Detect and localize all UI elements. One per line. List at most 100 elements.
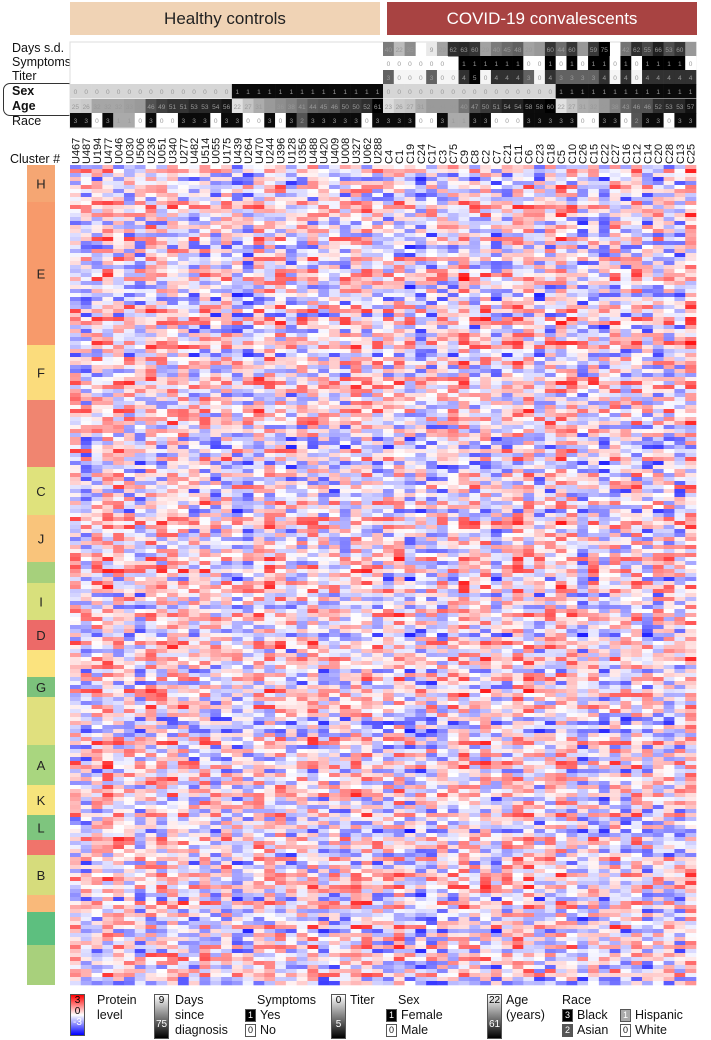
- heatmap-cell: [620, 285, 632, 290]
- heatmap-cell: [221, 429, 233, 434]
- heatmap-cell: [361, 181, 373, 186]
- heatmap-cell: [566, 453, 578, 458]
- heatmap-cell: [372, 329, 384, 334]
- heatmap-cell: [145, 321, 157, 326]
- heatmap-cell: [80, 301, 92, 306]
- heatmap-cell: [339, 417, 351, 422]
- heatmap-cell: [102, 393, 114, 398]
- heatmap-cell: [523, 217, 535, 222]
- heatmap-cell: [534, 217, 546, 222]
- heatmap-cell: [156, 465, 168, 470]
- heatmap-cell: [242, 217, 254, 222]
- heatmap-cell: [555, 301, 567, 306]
- annotation-sex-cell: [598, 84, 610, 99]
- heatmap-cell: [210, 229, 222, 234]
- heatmap-cell: [404, 201, 416, 206]
- heatmap-cell: [631, 437, 643, 442]
- heatmap-cell: [512, 449, 524, 454]
- heatmap-cell: [512, 257, 524, 262]
- heatmap-cell: [436, 165, 449, 170]
- heatmap-cell: [566, 437, 578, 442]
- heatmap-cell: [458, 309, 470, 314]
- heatmap-cell: [123, 269, 136, 274]
- heatmap-cell: [145, 281, 157, 286]
- heatmap-cell: [70, 345, 82, 350]
- heatmap-cell: [285, 177, 297, 182]
- heatmap-cell: [566, 229, 578, 234]
- heatmap-cell: [307, 373, 319, 378]
- heatmap-cell: [577, 341, 589, 346]
- heatmap-cell: [372, 253, 384, 258]
- heatmap-cell: [156, 205, 168, 210]
- heatmap-cell: [361, 365, 373, 370]
- heatmap-cell: [631, 441, 643, 446]
- heatmap-cell: [210, 265, 222, 270]
- heatmap-cell: [329, 221, 341, 226]
- heatmap-cell: [544, 177, 556, 182]
- heatmap-cell: [631, 337, 643, 342]
- heatmap-cell: [544, 385, 556, 390]
- heatmap-cell: [210, 361, 222, 366]
- heatmap-cell: [393, 173, 405, 178]
- heatmap-cell: [598, 405, 610, 410]
- heatmap-cell: [436, 273, 449, 278]
- heatmap-cell: [123, 333, 136, 338]
- heatmap-cell: [598, 437, 610, 442]
- heatmap-cell: [339, 413, 351, 418]
- heatmap-cell: [512, 337, 524, 342]
- heatmap-cell: [361, 273, 373, 278]
- heatmap-cell: [285, 329, 297, 334]
- heatmap-cell: [426, 265, 438, 270]
- annotation-age-cell: [544, 99, 556, 114]
- heatmap-cell: [70, 241, 82, 246]
- heatmap-cell: [523, 169, 535, 174]
- heatmap-cell: [80, 289, 92, 294]
- heatmap-cell: [534, 249, 546, 254]
- annotation-age-value: 58: [536, 104, 544, 111]
- heatmap-cell: [350, 457, 362, 462]
- heatmap-cell: [156, 329, 168, 334]
- heatmap-cell: [123, 289, 136, 294]
- heatmap-cell: [296, 445, 308, 450]
- heatmap-cell: [91, 253, 103, 258]
- heatmap-cell: [242, 333, 254, 338]
- heatmap-cell: [318, 181, 330, 186]
- heatmap-cell: [436, 377, 449, 382]
- heatmap-cell: [275, 381, 287, 386]
- annotation-sex-cell: [102, 84, 114, 99]
- heatmap-cell: [221, 433, 233, 438]
- heatmap-cell: [383, 325, 395, 330]
- heatmap-cell: [469, 193, 481, 198]
- heatmap-cell: [523, 177, 535, 182]
- heatmap-cell: [534, 329, 546, 334]
- annotation-race-cell: [609, 113, 621, 128]
- heatmap-cell: [598, 221, 610, 226]
- heatmap-cell: [221, 261, 233, 266]
- heatmap-cell: [501, 217, 513, 222]
- heatmap-cell: [598, 369, 610, 374]
- heatmap-cell: [383, 237, 395, 242]
- annotation-race-value: 3: [74, 118, 78, 125]
- heatmap-cell: [199, 185, 211, 190]
- heatmap-cell: [167, 313, 179, 318]
- heatmap-cell: [318, 405, 330, 410]
- heatmap-cell: [177, 461, 190, 466]
- heatmap-cell: [102, 389, 114, 394]
- heatmap-cell: [285, 269, 297, 274]
- heatmap-cell: [609, 345, 621, 350]
- heatmap-cell: [318, 245, 330, 250]
- heatmap-cell: [350, 401, 362, 406]
- heatmap-cell: [123, 317, 136, 322]
- heatmap-cell: [296, 357, 308, 362]
- heatmap-cell: [199, 373, 211, 378]
- heatmap-cell: [685, 437, 697, 442]
- heatmap-cell: [275, 249, 287, 254]
- heatmap-cell: [512, 333, 524, 338]
- annotation-symptoms-cell: [415, 56, 427, 71]
- heatmap-cell: [221, 237, 233, 242]
- heatmap-cell: [231, 333, 243, 338]
- heatmap-cell: [383, 177, 395, 182]
- heatmap-cell: [253, 389, 265, 394]
- heatmap-cell: [534, 209, 546, 214]
- heatmap-cell: [577, 265, 589, 270]
